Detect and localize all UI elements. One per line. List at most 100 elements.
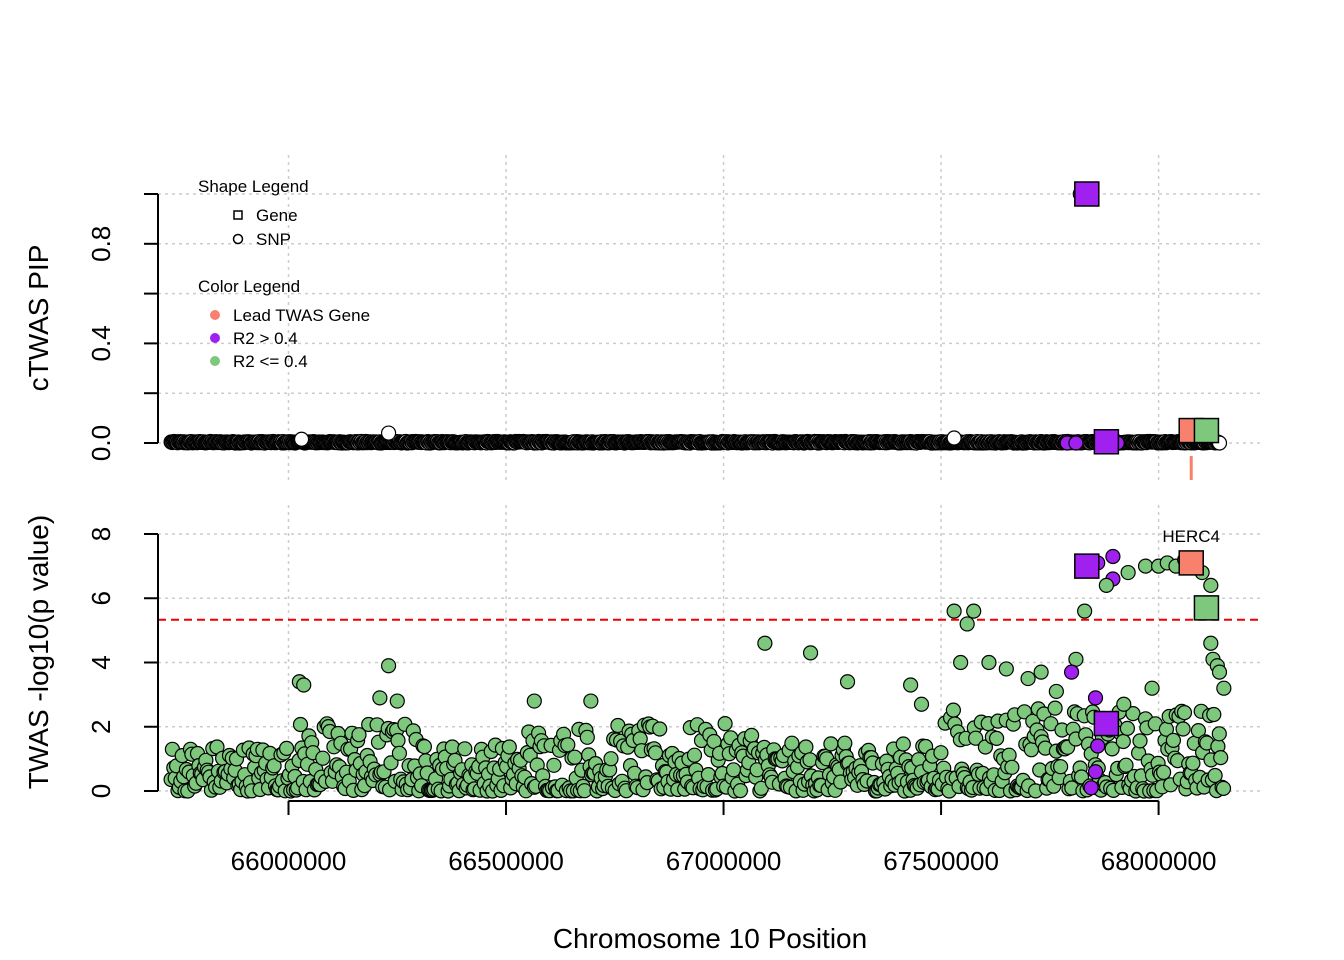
- twas-y-tick-label: 6: [86, 591, 116, 605]
- snp-point: [945, 702, 962, 718]
- snp-point: [988, 730, 1005, 747]
- shape-legend-title: Shape Legend: [198, 177, 309, 196]
- snp-point: [1047, 700, 1063, 716]
- snp-point: [1077, 603, 1093, 619]
- snp-point: [583, 693, 599, 709]
- snp-point: [1137, 558, 1154, 574]
- snp-point: [526, 693, 542, 709]
- snp-point: [1090, 738, 1106, 754]
- twas-y-tick-label: 4: [86, 655, 116, 669]
- snp-point: [1190, 722, 1207, 739]
- x-tick-label: 66000000: [231, 846, 347, 876]
- legend-circle-icon: [232, 233, 244, 245]
- snp-point: [546, 757, 562, 773]
- snp-point: [603, 751, 619, 767]
- snp-point: [1052, 759, 1069, 775]
- snp-point: [444, 739, 460, 755]
- twas-y-axis-title: TWAS -log10(p value): [23, 515, 54, 789]
- snp-point: [501, 739, 517, 755]
- snp-point: [1144, 680, 1160, 696]
- snp-point: [1216, 680, 1232, 696]
- snp-point: [1185, 755, 1201, 771]
- gene-label: HERC4: [1162, 527, 1220, 546]
- snp-point: [732, 782, 749, 799]
- twas-y-tick-label: 0: [86, 784, 116, 798]
- snp-point: [1068, 435, 1084, 451]
- snp-point: [416, 738, 432, 755]
- snp-point: [895, 736, 911, 752]
- twas-y-tick-label: 8: [86, 527, 116, 541]
- snp-point: [391, 745, 407, 761]
- snp-point: [266, 758, 282, 774]
- snp-point: [1105, 548, 1121, 565]
- snp-point: [1155, 764, 1172, 780]
- color-legend-title: Color Legend: [198, 277, 300, 296]
- snp-point: [1215, 780, 1232, 797]
- snp-point: [292, 716, 309, 733]
- axis-layer: 0.0 0.4 0.8 0 2 4 6 8 66000000 66500000 67000000 67…: [86, 193, 1217, 876]
- snp-point: [1213, 749, 1229, 766]
- snp-point: [757, 635, 773, 651]
- snp-point: [1048, 683, 1064, 700]
- snp-point: [1087, 764, 1104, 780]
- snp-point: [1087, 690, 1104, 706]
- pip-y-tick-label: 0.0: [86, 425, 116, 461]
- snp-point: [946, 430, 962, 446]
- snp-point: [457, 741, 473, 757]
- snp-point: [315, 750, 331, 766]
- snp-point: [1203, 635, 1219, 651]
- snp-point: [1176, 704, 1193, 721]
- snp-point: [700, 766, 717, 783]
- x-tick-label: 67500000: [883, 846, 999, 876]
- snp-point: [567, 749, 583, 765]
- twas-y-tick-label: 2: [86, 720, 116, 734]
- snp-point: [1033, 664, 1049, 680]
- snp-point: [389, 693, 405, 709]
- gene-point: [1193, 595, 1220, 621]
- snp-point: [279, 740, 295, 757]
- snp-point: [1104, 741, 1120, 757]
- snp-point: [823, 736, 839, 752]
- snp-point: [1004, 759, 1020, 775]
- legend-r2-low-label: R2 <= 0.4: [233, 352, 308, 371]
- snp-point: [296, 677, 312, 693]
- gene-point: [1193, 417, 1220, 444]
- snp-point: [784, 735, 800, 751]
- snp-point: [839, 674, 856, 690]
- gene-point: [1093, 429, 1120, 455]
- gene-point: [1074, 553, 1100, 579]
- legend-r2-high-dot: [210, 333, 220, 343]
- pip-y-axis-title: cTWAS PIP: [23, 245, 54, 392]
- legend-r2-high-label: R2 > 0.4: [233, 329, 298, 348]
- snp-point: [293, 431, 310, 447]
- snp-point: [798, 739, 814, 755]
- snp-point: [1118, 757, 1134, 773]
- snp-point: [802, 752, 818, 768]
- x-tick-label: 68000000: [1101, 846, 1217, 876]
- snp-point: [1203, 577, 1219, 594]
- legend-gene-label: Gene: [256, 206, 298, 225]
- snp-point: [390, 732, 406, 749]
- snp-point: [1115, 733, 1131, 750]
- snp-point: [372, 690, 388, 706]
- snp-point: [968, 730, 984, 746]
- snp-point: [837, 735, 853, 751]
- legend-r2-low-dot: [210, 356, 220, 366]
- snp-point: [1120, 564, 1136, 581]
- legend-snp-label: SNP: [256, 230, 291, 249]
- snp-point: [380, 658, 397, 674]
- snp-point: [959, 616, 975, 632]
- legend-lead-dot: [210, 310, 220, 320]
- gene-point: [1074, 181, 1100, 207]
- snp-point: [579, 729, 595, 745]
- snp-point: [380, 425, 397, 441]
- snp-point: [1211, 726, 1227, 742]
- snp-point: [1020, 670, 1036, 687]
- gene-point: [1178, 550, 1204, 576]
- snp-point: [1211, 664, 1228, 680]
- snp-point: [717, 715, 733, 732]
- snp-point: [946, 603, 962, 619]
- snp-point: [981, 654, 997, 671]
- x-tick-label: 66500000: [448, 846, 564, 876]
